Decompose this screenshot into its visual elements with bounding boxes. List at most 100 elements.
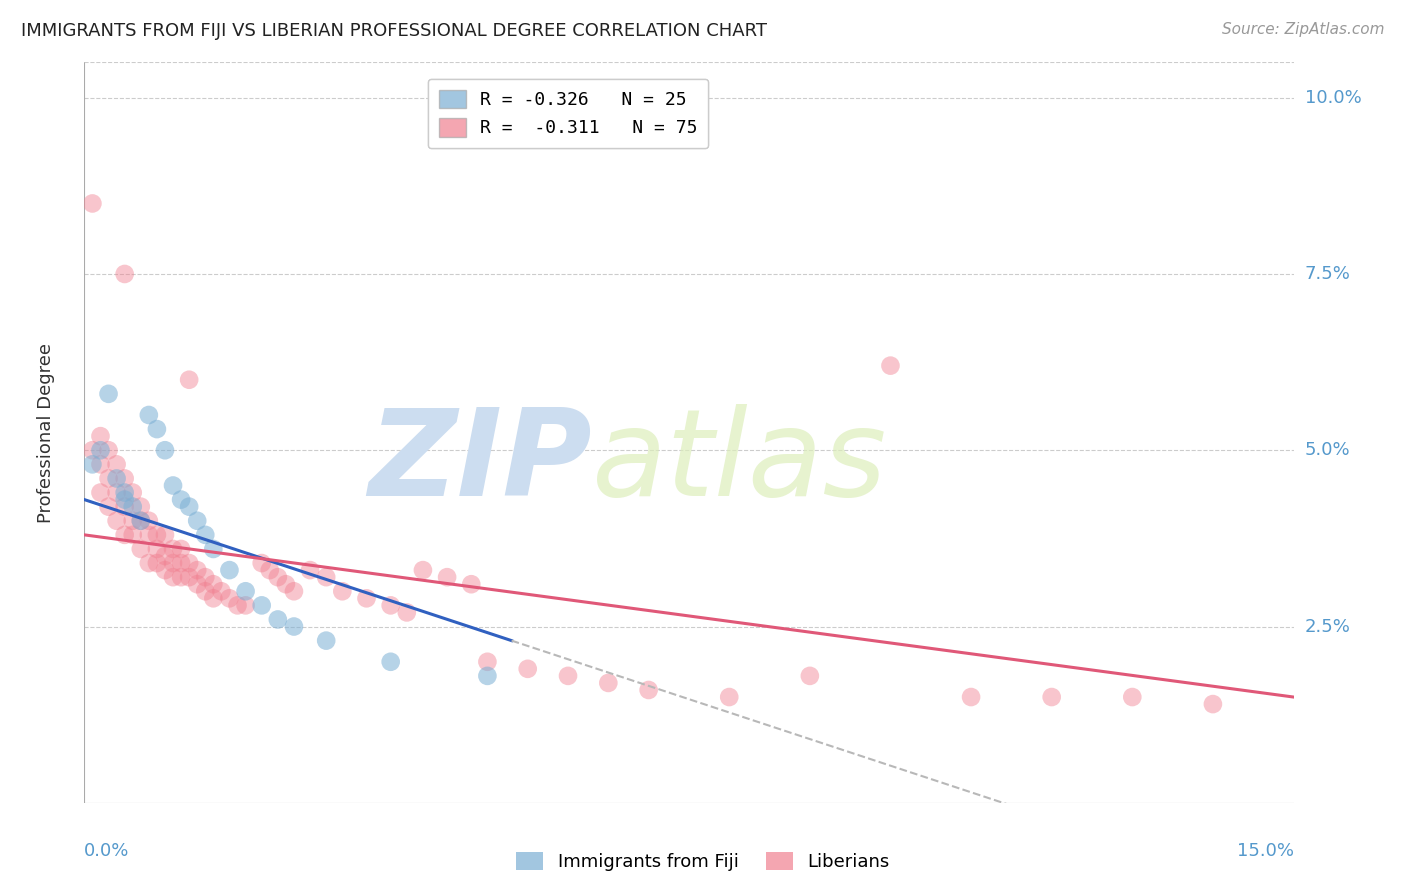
Legend: R = -0.326   N = 25, R =  -0.311   N = 75: R = -0.326 N = 25, R = -0.311 N = 75 xyxy=(427,78,709,148)
Point xyxy=(460,577,482,591)
Point xyxy=(114,500,136,514)
Point xyxy=(82,443,104,458)
Point xyxy=(879,359,901,373)
Point xyxy=(267,570,290,584)
Point xyxy=(380,599,402,613)
Point xyxy=(138,514,160,528)
Point xyxy=(436,570,458,584)
Point xyxy=(186,577,208,591)
Point xyxy=(202,541,225,556)
Point xyxy=(89,485,111,500)
Point xyxy=(129,541,152,556)
Point xyxy=(477,655,499,669)
Point xyxy=(259,563,281,577)
Point xyxy=(315,633,337,648)
Point xyxy=(146,528,169,542)
Point xyxy=(146,556,169,570)
Point xyxy=(129,500,152,514)
Point xyxy=(186,514,208,528)
Point xyxy=(557,669,579,683)
Point xyxy=(1121,690,1143,704)
Point xyxy=(121,500,143,514)
Text: 15.0%: 15.0% xyxy=(1236,842,1294,860)
Point xyxy=(121,528,143,542)
Text: Professional Degree: Professional Degree xyxy=(37,343,55,523)
Point xyxy=(129,514,152,528)
Point xyxy=(114,471,136,485)
Point xyxy=(105,485,128,500)
Point xyxy=(209,584,232,599)
Point xyxy=(146,541,169,556)
Point xyxy=(153,563,176,577)
Point xyxy=(267,612,290,626)
Point xyxy=(170,570,193,584)
Point xyxy=(299,563,322,577)
Text: 10.0%: 10.0% xyxy=(1305,88,1361,107)
Point xyxy=(153,549,176,563)
Point xyxy=(105,471,128,485)
Point xyxy=(250,599,273,613)
Point xyxy=(283,619,305,633)
Point xyxy=(718,690,741,704)
Point xyxy=(114,267,136,281)
Point xyxy=(153,443,176,458)
Point xyxy=(283,584,305,599)
Point xyxy=(97,387,120,401)
Point xyxy=(89,443,111,458)
Point xyxy=(218,563,240,577)
Point xyxy=(170,541,193,556)
Point xyxy=(1040,690,1063,704)
Point xyxy=(105,458,128,472)
Point xyxy=(395,606,418,620)
Point xyxy=(89,458,111,472)
Point xyxy=(153,528,176,542)
Point xyxy=(162,541,184,556)
Point xyxy=(162,570,184,584)
Point xyxy=(1202,697,1225,711)
Point xyxy=(637,683,659,698)
Point xyxy=(138,408,160,422)
Point xyxy=(194,584,217,599)
Text: Source: ZipAtlas.com: Source: ZipAtlas.com xyxy=(1222,22,1385,37)
Point xyxy=(226,599,249,613)
Point xyxy=(960,690,983,704)
Point xyxy=(202,591,225,606)
Point xyxy=(380,655,402,669)
Point xyxy=(82,196,104,211)
Text: atlas: atlas xyxy=(592,404,887,521)
Point xyxy=(202,577,225,591)
Text: 7.5%: 7.5% xyxy=(1305,265,1351,283)
Point xyxy=(412,563,434,577)
Point xyxy=(121,485,143,500)
Legend: Immigrants from Fiji, Liberians: Immigrants from Fiji, Liberians xyxy=(509,845,897,879)
Point xyxy=(121,514,143,528)
Point xyxy=(170,556,193,570)
Point xyxy=(138,528,160,542)
Point xyxy=(598,676,620,690)
Point xyxy=(179,373,201,387)
Point xyxy=(235,584,257,599)
Point xyxy=(330,584,353,599)
Point xyxy=(162,478,184,492)
Point xyxy=(218,591,240,606)
Point xyxy=(97,471,120,485)
Point xyxy=(129,514,152,528)
Text: 0.0%: 0.0% xyxy=(84,842,129,860)
Point xyxy=(194,528,217,542)
Point xyxy=(97,500,120,514)
Point xyxy=(250,556,273,570)
Point xyxy=(179,570,201,584)
Point xyxy=(114,528,136,542)
Point xyxy=(170,492,193,507)
Text: ZIP: ZIP xyxy=(368,404,592,521)
Point xyxy=(235,599,257,613)
Point xyxy=(179,500,201,514)
Point xyxy=(138,556,160,570)
Point xyxy=(114,492,136,507)
Point xyxy=(179,556,201,570)
Text: IMMIGRANTS FROM FIJI VS LIBERIAN PROFESSIONAL DEGREE CORRELATION CHART: IMMIGRANTS FROM FIJI VS LIBERIAN PROFESS… xyxy=(21,22,768,40)
Point xyxy=(105,514,128,528)
Point xyxy=(274,577,297,591)
Point xyxy=(186,563,208,577)
Point xyxy=(114,485,136,500)
